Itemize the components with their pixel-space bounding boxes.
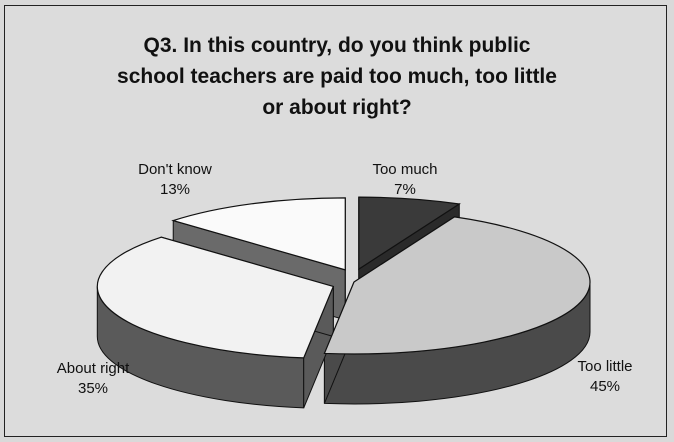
slice-too-little xyxy=(323,216,591,355)
slice-label-about-right: About right 35% xyxy=(38,359,148,399)
slice-label-too-little: Too little 45% xyxy=(560,357,650,397)
slice-name: Too little xyxy=(577,358,633,375)
slice-label-dont-know: Don't know 13% xyxy=(120,160,230,200)
slice-percent: 35% xyxy=(77,380,109,397)
slice-about-right xyxy=(96,236,335,359)
slice-name: About right xyxy=(56,360,130,377)
slice-label-too-much: Too much 7% xyxy=(355,160,455,200)
slice-too-much xyxy=(358,196,461,271)
slice-name: Too much xyxy=(372,161,438,178)
slice-dont-know xyxy=(171,197,346,271)
slice-percent: 7% xyxy=(394,181,416,198)
slice-name: Don't know xyxy=(138,161,212,178)
slice-percent: 13% xyxy=(159,181,191,198)
slice-percent: 45% xyxy=(589,378,621,395)
chart-title: Q3. In this country, do you think public… xyxy=(117,34,557,119)
